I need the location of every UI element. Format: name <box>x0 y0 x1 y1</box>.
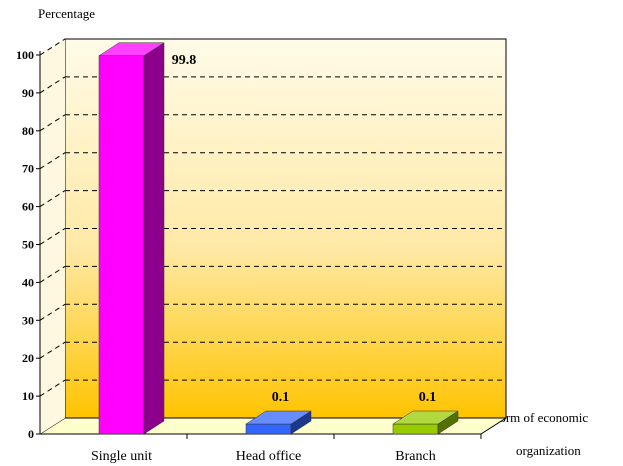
x-tick-label: Head office <box>236 449 301 464</box>
bar <box>98 42 165 435</box>
bar <box>392 410 459 435</box>
y-tick-label: 10 <box>22 389 34 403</box>
y-tick-label: 70 <box>22 162 34 176</box>
y-tick-label: 40 <box>22 275 34 289</box>
gridline-diagonal <box>39 341 66 359</box>
bar <box>245 410 312 435</box>
gridline-diagonal <box>39 303 66 321</box>
gridline-diagonal <box>39 190 66 208</box>
x-tick-label: Single unit <box>91 449 152 464</box>
bar-front <box>245 423 292 435</box>
data-label: 0.1 <box>272 390 290 405</box>
y-tick-label: 20 <box>22 351 34 365</box>
data-label: 99.8 <box>172 53 197 68</box>
y-tick-label: 80 <box>22 124 34 138</box>
x-tick-label: Branch <box>395 449 435 464</box>
bar-side <box>143 42 165 435</box>
bar-top <box>98 42 165 57</box>
y-tick-label: 30 <box>22 313 34 327</box>
y-tick-label: 0 <box>28 427 34 441</box>
data-label: 0.1 <box>419 390 437 405</box>
y-axis-title: Percentage <box>38 6 96 21</box>
gridline-diagonal <box>39 38 66 56</box>
y-tick-label: 60 <box>22 200 34 214</box>
bar-top <box>245 410 312 425</box>
bar-front <box>98 55 145 435</box>
gridline-diagonal <box>39 76 66 94</box>
bar-top <box>392 410 459 425</box>
side-wall <box>40 39 65 434</box>
y-tick-label: 100 <box>16 48 34 62</box>
gridline-diagonal <box>39 152 66 170</box>
gridline-diagonal <box>39 228 66 245</box>
gridline-diagonal <box>39 379 66 397</box>
x-axis-title-line-2: organization <box>516 443 581 458</box>
y-tick-label: 90 <box>22 86 34 100</box>
gridline-diagonal <box>39 265 66 283</box>
x-axis-title-line-1: form of economic <box>495 410 589 425</box>
bar-front <box>392 423 439 435</box>
gridline-diagonal <box>39 114 66 132</box>
y-tick-label: 50 <box>22 238 34 252</box>
